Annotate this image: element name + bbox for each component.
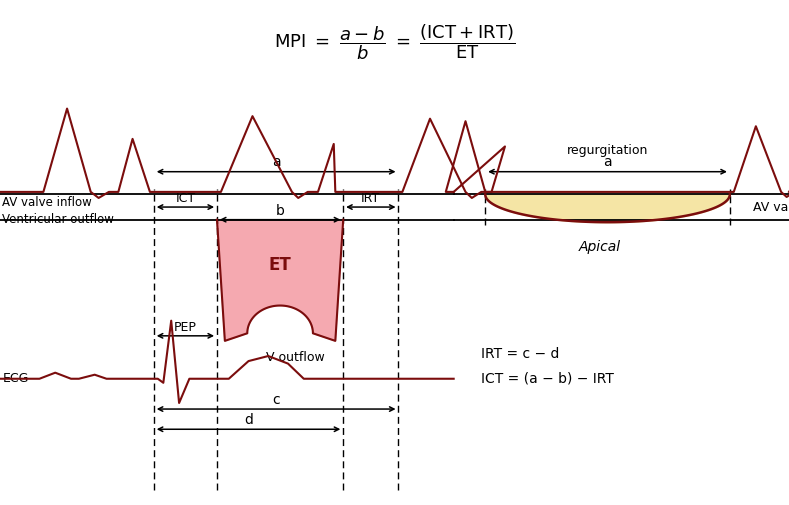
Text: b: b <box>275 204 285 218</box>
Text: ET: ET <box>269 256 291 274</box>
Text: PEP: PEP <box>174 321 196 334</box>
Text: a: a <box>272 155 280 169</box>
Text: MPI $=$ $\dfrac{a-b}{b}$ $=$ $\dfrac{(\mathrm{ICT}+\mathrm{IRT})}{\mathrm{ET}}$: MPI $=$ $\dfrac{a-b}{b}$ $=$ $\dfrac{(\m… <box>274 23 515 62</box>
Text: regurgitation: regurgitation <box>567 143 649 157</box>
Text: V outflow: V outflow <box>267 351 325 364</box>
Text: AV valve inflow: AV valve inflow <box>2 195 92 209</box>
Text: Apical: Apical <box>578 240 621 255</box>
Text: AV valve: AV valve <box>753 200 789 214</box>
Text: IRT = c − d: IRT = c − d <box>481 346 559 361</box>
Text: c: c <box>272 393 280 407</box>
Text: a: a <box>604 155 611 169</box>
Polygon shape <box>217 220 343 341</box>
Text: ICT: ICT <box>175 191 196 205</box>
Text: Ventricular outflow: Ventricular outflow <box>2 213 114 226</box>
Text: d: d <box>244 413 253 427</box>
Text: IRT: IRT <box>361 191 380 205</box>
Text: ICT = (a − b) − IRT: ICT = (a − b) − IRT <box>481 372 614 386</box>
Text: ECG: ECG <box>2 372 28 385</box>
